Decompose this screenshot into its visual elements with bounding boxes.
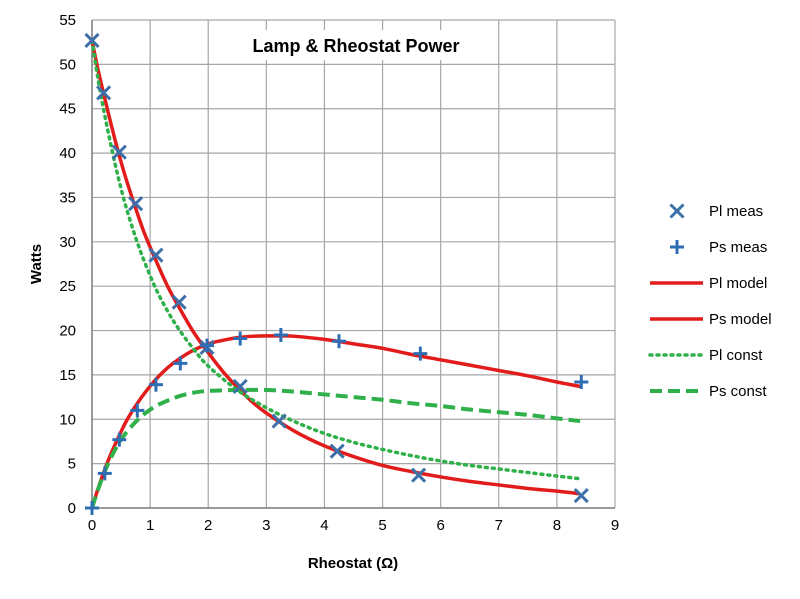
- marker-stroke: [96, 85, 112, 101]
- x-tick-label: 8: [553, 517, 561, 534]
- y-tick-label: 15: [59, 367, 76, 384]
- pl-meas-point: [411, 467, 427, 483]
- x-tick-label: 3: [262, 517, 270, 534]
- y-axis-title: Watts: [28, 244, 45, 284]
- marker-stroke: [111, 144, 127, 160]
- x-tick-label: 9: [611, 517, 619, 534]
- pl-const-line: [90, 38, 582, 481]
- x-tick-label: 4: [320, 517, 328, 534]
- legend-marker-pl-meas: [669, 203, 685, 219]
- ps-meas-point: [85, 501, 99, 515]
- pl-meas-point: [148, 247, 164, 263]
- y-tick-label: 35: [59, 189, 76, 206]
- x-axis-title: Rheostat (Ω): [308, 555, 398, 572]
- x-tick-label: 6: [436, 517, 444, 534]
- marker-stroke: [573, 488, 589, 504]
- ps-meas-point: [331, 334, 346, 349]
- ps-meas-point: [413, 346, 428, 361]
- pl-meas-point: [271, 413, 287, 429]
- ps-meas-point: [130, 403, 145, 418]
- marker-stroke: [84, 32, 100, 48]
- chart-title-background: [228, 30, 484, 60]
- chart-title-box: Lamp & Rheostat Power: [228, 30, 484, 60]
- pl-meas-point: [232, 378, 248, 395]
- y-tick-label: 50: [59, 56, 76, 73]
- pl-model-line: [90, 40, 581, 496]
- ps-meas-point: [112, 432, 127, 447]
- pl-meas-point: [111, 144, 127, 160]
- ps-meas-point: [200, 338, 215, 353]
- marker-stroke: [669, 203, 685, 219]
- marker-stroke: [329, 443, 345, 459]
- marker-stroke: [411, 467, 427, 483]
- pl-meas-point: [84, 32, 100, 48]
- legend: Pl meas Ps meas Pl model Ps model Pl const Ps…: [648, 203, 772, 400]
- y-tick-label: 20: [59, 323, 76, 340]
- x-tick-label: 0: [88, 517, 96, 534]
- y-tick-label: 40: [59, 145, 76, 162]
- x-tick-label: 5: [378, 517, 386, 534]
- pl-meas-point: [573, 488, 589, 504]
- marker-stroke: [128, 196, 144, 212]
- y-tick-label: 55: [59, 12, 76, 29]
- ps-const-line: [90, 387, 581, 509]
- marker-stroke: [171, 294, 187, 310]
- legend-marker-ps-meas: [670, 240, 684, 254]
- y-tick-label: 5: [68, 456, 76, 473]
- ps-meas-point: [97, 466, 112, 481]
- legend-label-pl-meas: Pl meas: [709, 203, 763, 220]
- ps-meas-point: [173, 356, 188, 371]
- legend-label-ps-meas: Ps meas: [709, 239, 767, 256]
- y-tick-label: 0: [68, 500, 76, 517]
- marker-stroke: [232, 378, 248, 395]
- chart-title: Lamp & Rheostat Power: [252, 36, 459, 56]
- plot-series: [84, 32, 589, 515]
- legend-label-pl-const: Pl const: [709, 347, 763, 364]
- pl-meas-point: [329, 443, 345, 459]
- y-tick-label: 10: [59, 411, 76, 428]
- ps-meas-point: [148, 377, 163, 392]
- ps-meas-point: [574, 375, 589, 390]
- marker-stroke: [148, 247, 164, 263]
- marker-stroke: [271, 413, 287, 429]
- y-tick-label: 45: [59, 101, 76, 118]
- ps-meas-point: [233, 331, 248, 346]
- ps-meas-point: [273, 327, 288, 342]
- x-tick-label: 1: [146, 517, 154, 534]
- pl-meas-point: [96, 85, 112, 101]
- x-tick-label: 7: [495, 517, 503, 534]
- pl-meas-point: [171, 294, 187, 310]
- legend-label-ps-model: Ps model: [709, 311, 772, 328]
- pl-meas-point: [128, 196, 144, 212]
- y-tick-label: 30: [59, 234, 76, 251]
- y-tick-label: 25: [59, 278, 76, 295]
- legend-label-ps-const: Ps const: [709, 383, 767, 400]
- x-tick-label: 2: [204, 517, 212, 534]
- legend-label-pl-model: Pl model: [709, 275, 767, 292]
